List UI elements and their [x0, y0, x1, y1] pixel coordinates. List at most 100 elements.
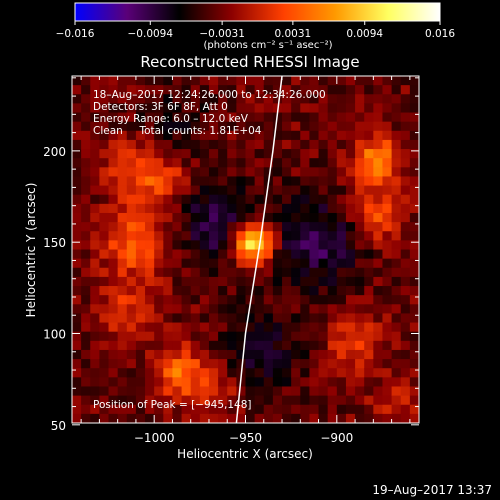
- heatmap-cell: [108, 404, 119, 415]
- heatmap-cell: [126, 158, 137, 168]
- heatmap-cell: [208, 413, 219, 423]
- heatmap-cell: [81, 340, 91, 351]
- heatmap-cell: [181, 313, 192, 324]
- heatmap-cell: [135, 286, 146, 296]
- heatmap-cell: [345, 286, 356, 296]
- heatmap-cell: [218, 295, 228, 305]
- heatmap-cell: [236, 130, 247, 141]
- heatmap-cell: [282, 231, 292, 241]
- heatmap-cell: [154, 313, 164, 324]
- heatmap-cell: [373, 240, 384, 251]
- heatmap-cell: [327, 76, 338, 86]
- heatmap-cell: [236, 340, 247, 351]
- heatmap-cell: [400, 176, 411, 187]
- heatmap-cell: [327, 331, 338, 342]
- heatmap-cell: [190, 349, 201, 360]
- heatmap-cell: [172, 313, 183, 324]
- heatmap-cell: [409, 331, 419, 342]
- heatmap-cell: [400, 331, 411, 342]
- heatmap-cell: [254, 222, 265, 232]
- heatmap-cell: [190, 304, 201, 315]
- heatmap-cell: [108, 194, 119, 205]
- heatmap-cell: [291, 340, 301, 351]
- heatmap-cell: [108, 331, 119, 342]
- heatmap-cell: [172, 295, 183, 305]
- heatmap-cell: [409, 94, 419, 104]
- heatmap-cell: [90, 258, 100, 269]
- heatmap-cell: [99, 112, 110, 123]
- heatmap-cell: [90, 404, 100, 415]
- heatmap-cell: [181, 203, 192, 214]
- heatmap-cell: [145, 331, 155, 342]
- heatmap-cell: [190, 258, 201, 269]
- heatmap-cell: [309, 404, 320, 415]
- heatmap-cell: [172, 395, 183, 406]
- heatmap-cell: [81, 121, 91, 132]
- heatmap-cell: [318, 222, 329, 232]
- heatmap-cell: [99, 203, 110, 214]
- heatmap-cell: [72, 85, 82, 95]
- heatmap-cell: [90, 121, 100, 132]
- heatmap-cell: [318, 103, 329, 114]
- heatmap-cell: [291, 203, 301, 214]
- heatmap-cell: [391, 112, 402, 123]
- heatmap-cell: [154, 267, 164, 278]
- heatmap-cell: [345, 368, 356, 378]
- heatmap-cell: [409, 304, 419, 315]
- heatmap-cell: [90, 368, 100, 378]
- heatmap-cell: [81, 331, 91, 342]
- heatmap-cell: [163, 304, 174, 315]
- heatmap-cell: [90, 286, 100, 296]
- heatmap-cell: [208, 112, 219, 123]
- heatmap-cell: [208, 286, 219, 296]
- heatmap-cell: [282, 139, 292, 150]
- heatmap-cell: [263, 313, 274, 324]
- heatmap-cell: [163, 331, 174, 342]
- heatmap-cell: [327, 286, 338, 296]
- heatmap-cell: [135, 267, 146, 278]
- heatmap-cell: [318, 231, 329, 241]
- heatmap-cell: [300, 404, 311, 415]
- heatmap-cell: [126, 85, 137, 95]
- heatmap-cell: [199, 121, 210, 132]
- heatmap-cell: [382, 103, 393, 114]
- heatmap-cell: [400, 112, 411, 123]
- heatmap-cell: [172, 149, 183, 159]
- heatmap-cell: [282, 386, 292, 397]
- heatmap-cell: [272, 413, 283, 423]
- heatmap-cell: [181, 167, 192, 178]
- heatmap-cell: [99, 295, 110, 305]
- heatmap-cell: [382, 340, 393, 351]
- heatmap-cell: [327, 249, 338, 260]
- heatmap-cell: [72, 304, 82, 315]
- heatmap-cell: [72, 368, 82, 378]
- heatmap-cell: [400, 368, 411, 378]
- heatmap-cell: [172, 176, 183, 187]
- heatmap-cell: [391, 286, 402, 296]
- heatmap-cell: [90, 158, 100, 168]
- heatmap-cell: [364, 130, 374, 141]
- heatmap-cell: [336, 249, 347, 260]
- heatmap-cell: [181, 386, 192, 397]
- heatmap-cell: [364, 112, 374, 123]
- heatmap-cell: [227, 76, 237, 86]
- heatmap-cell: [245, 413, 256, 423]
- heatmap-cell: [145, 176, 155, 187]
- heatmap-cell: [382, 386, 393, 397]
- heatmap-cell: [309, 112, 320, 123]
- heatmap-cell: [300, 359, 311, 369]
- heatmap-cell: [208, 167, 219, 178]
- heatmap-cell: [327, 139, 338, 150]
- heatmap-cell: [126, 167, 137, 178]
- heatmap-cell: [227, 185, 237, 196]
- heatmap-cell: [336, 404, 347, 415]
- heatmap-cell: [300, 185, 311, 196]
- heatmap-cell: [145, 368, 155, 378]
- heatmap-cell: [327, 167, 338, 178]
- heatmap-cell: [318, 249, 329, 260]
- heatmap-cell: [409, 222, 419, 232]
- heatmap-cell: [345, 249, 356, 260]
- heatmap-cell: [154, 112, 164, 123]
- heatmap-cell: [300, 368, 311, 378]
- heatmap-cell: [135, 359, 146, 369]
